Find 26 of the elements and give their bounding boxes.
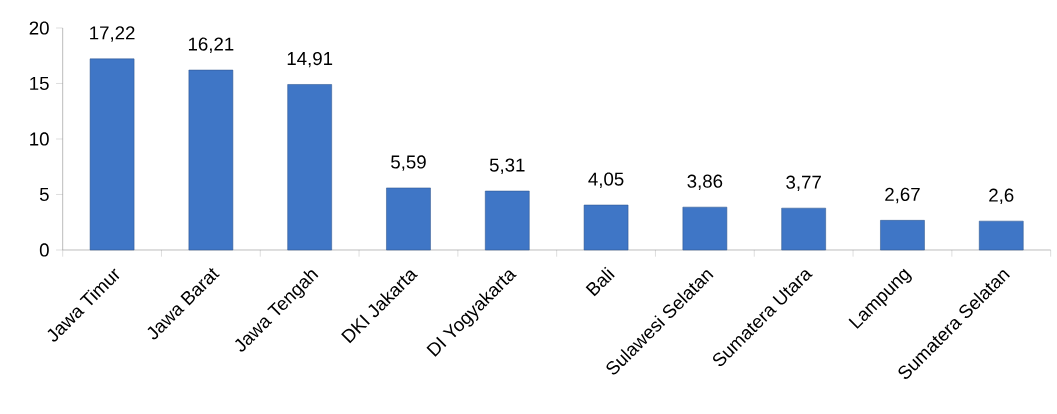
- data-label: 4,05: [588, 172, 624, 188]
- y-tick-label: 5: [39, 187, 49, 202]
- data-label: 3,86: [687, 174, 723, 190]
- bar: [89, 58, 135, 251]
- data-label: 16,21: [188, 37, 234, 53]
- bar: [287, 84, 332, 251]
- data-label: 5,59: [391, 155, 426, 171]
- y-tick-label: 10: [30, 132, 49, 146]
- y-tick-label: 15: [30, 76, 49, 91]
- data-label: 5,31: [489, 158, 525, 174]
- bar: [978, 220, 1024, 251]
- bar: [682, 206, 728, 251]
- data-label: 2,67: [885, 187, 920, 204]
- bar: [188, 69, 234, 251]
- bar: [485, 190, 530, 251]
- x-tick-label: Bali: [585, 266, 615, 297]
- y-tick-label: 0: [39, 243, 49, 257]
- bar: [386, 187, 431, 251]
- bar: [781, 207, 826, 251]
- data-label: 14,91: [287, 51, 333, 68]
- data-label: 2,6: [989, 188, 1014, 204]
- data-label: 17,22: [90, 26, 135, 42]
- y-tick-label: 20: [29, 21, 49, 35]
- data-label: 3,77: [786, 175, 821, 191]
- bar: [583, 204, 629, 251]
- bar: [880, 220, 925, 251]
